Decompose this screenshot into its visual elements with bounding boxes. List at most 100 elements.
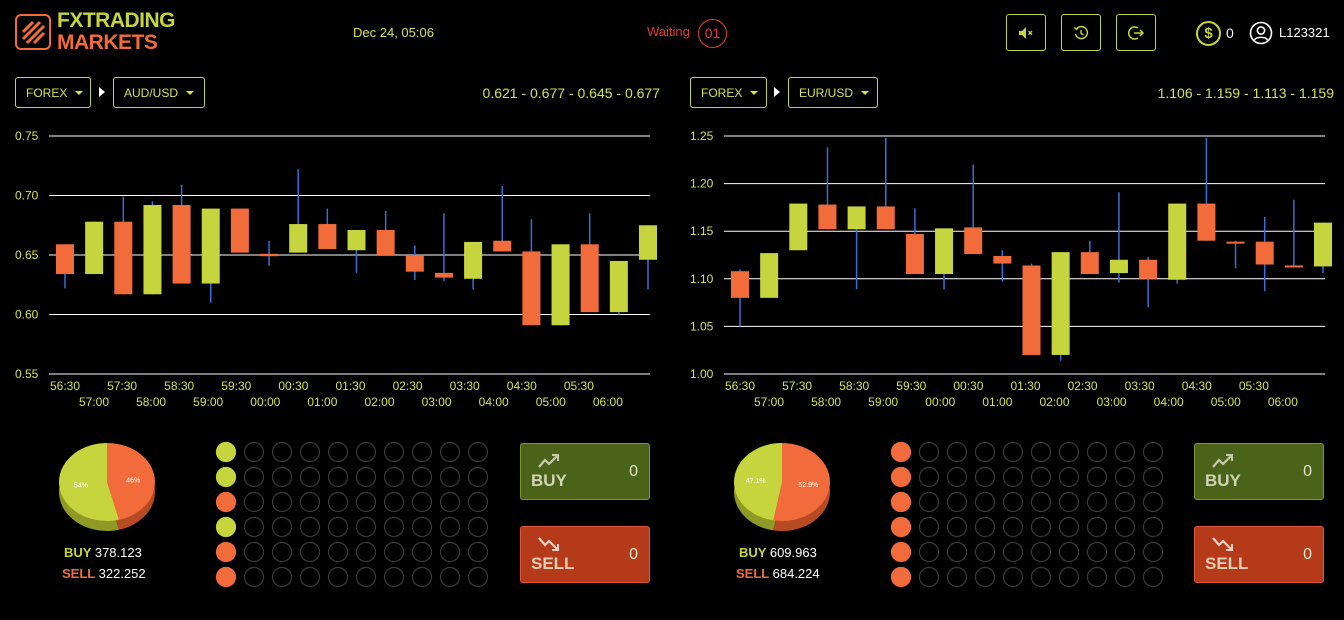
buy-button[interactable]: BUY 0	[520, 443, 650, 500]
candle-up	[935, 228, 954, 275]
x-tick-label: 59:00	[193, 395, 223, 409]
history-slot-empty	[355, 516, 377, 538]
history-button[interactable]	[1061, 14, 1101, 51]
history-slot-empty	[439, 466, 461, 488]
history-slot-empty	[383, 566, 405, 588]
user-icon[interactable]	[1249, 21, 1273, 45]
candle-down	[993, 255, 1012, 264]
candle-down	[1197, 203, 1216, 241]
candle-down	[376, 230, 395, 255]
price-range: 0.621 - 0.677 - 0.645 - 0.677	[482, 85, 660, 101]
history-slot-empty	[1002, 541, 1024, 563]
trend-up-icon	[538, 454, 559, 468]
sell-button-label: SELL	[531, 554, 575, 573]
buy-sell-pie-chart: 52.9% 47.1%	[734, 443, 830, 531]
logout-button[interactable]	[1116, 14, 1156, 51]
x-tick-label: 02:00	[1039, 395, 1069, 409]
candlestick-chart: 1.25 1.20 1.15 1.10 1.05 1.00 56:30 57:30 58:30 5…	[690, 129, 1332, 409]
history-slot-empty	[439, 491, 461, 513]
candle-down	[1284, 265, 1303, 268]
history-slot-empty	[974, 466, 996, 488]
history-slot-empty	[918, 516, 940, 538]
x-tick-label: 56:30	[725, 379, 755, 393]
candle-down	[114, 221, 133, 295]
caret-down-icon	[750, 90, 759, 95]
y-tick-label: 1.20	[690, 177, 714, 191]
buy-button-label: BUY	[531, 471, 567, 490]
candle-up	[1051, 252, 1070, 355]
pair-select[interactable]: EUR/USD	[788, 77, 878, 108]
history-slot-empty	[327, 516, 349, 538]
history-slot-empty	[1114, 541, 1136, 563]
buy-total-label: BUY	[739, 545, 767, 560]
history-slot-empty	[1142, 441, 1164, 463]
buy-count: 0	[629, 463, 638, 480]
pie-sell-percent: 52.9%	[798, 482, 818, 489]
history-slot-empty	[1086, 491, 1108, 513]
history-slot-empty	[299, 566, 321, 588]
candle-up	[1168, 203, 1187, 280]
history-slot-empty	[1058, 566, 1080, 588]
history-slot-empty	[411, 466, 433, 488]
candle-up	[289, 224, 308, 253]
mute-button[interactable]	[1006, 14, 1046, 51]
x-tick-label: 01:30	[1010, 379, 1040, 393]
history-slot-empty	[355, 541, 377, 563]
speaker-mute-icon	[1019, 26, 1033, 39]
candle-down	[1080, 252, 1099, 275]
history-slot-empty	[299, 516, 321, 538]
history-slot-empty	[1142, 466, 1164, 488]
history-slot-empty	[383, 466, 405, 488]
buy-button[interactable]: BUY 0	[1194, 443, 1324, 500]
history-slot-empty	[1114, 466, 1136, 488]
history-slot-empty	[299, 441, 321, 463]
candle-down	[1022, 265, 1041, 355]
sell-button-label: SELL	[1205, 554, 1249, 573]
history-slot-empty	[327, 541, 349, 563]
history-slot-empty	[439, 541, 461, 563]
history-slot-empty	[327, 441, 349, 463]
x-tick-label: 02:30	[1068, 379, 1098, 393]
x-tick-label: 05:30	[564, 379, 594, 393]
pair-select-value: EUR/USD	[799, 85, 854, 100]
x-tick-label: 03:30	[1125, 379, 1155, 393]
buy-total-value: 378.123	[94, 545, 142, 560]
history-slot-empty	[1030, 566, 1052, 588]
market-select[interactable]: FOREX	[15, 77, 91, 108]
x-tick-label: 04:30	[507, 379, 537, 393]
history-slot-empty	[918, 491, 940, 513]
balance-value: 0	[1226, 25, 1234, 41]
x-tick-label: 58:00	[136, 395, 166, 409]
market-select[interactable]: FOREX	[690, 77, 767, 108]
result-history-grid	[890, 441, 1164, 588]
market-select-value: FOREX	[701, 85, 743, 100]
candle-down	[318, 224, 337, 250]
x-tick-label: 56:30	[50, 379, 80, 393]
history-slot-empty	[355, 466, 377, 488]
user-id[interactable]: L123321	[1279, 25, 1330, 40]
x-tick-label: 58:30	[164, 379, 194, 393]
history-slot-empty	[383, 541, 405, 563]
history-result-down	[215, 491, 237, 513]
sell-button[interactable]: SELL 0	[1194, 526, 1324, 583]
history-slot-empty	[271, 466, 293, 488]
history-slot-empty	[1114, 441, 1136, 463]
history-slot-empty	[1058, 466, 1080, 488]
history-slot-empty	[243, 441, 265, 463]
history-slot-empty	[974, 541, 996, 563]
sell-button[interactable]: SELL 0	[520, 526, 650, 583]
caret-down-icon	[861, 90, 870, 95]
candle-down	[172, 205, 191, 284]
buy-count: 0	[1303, 463, 1312, 480]
history-slot-empty	[1002, 466, 1024, 488]
history-result-up	[215, 466, 237, 488]
x-tick-label: 06:00	[1268, 395, 1298, 409]
x-tick-label: 04:00	[1154, 395, 1184, 409]
x-tick-label: 04:30	[1182, 379, 1212, 393]
history-slot-empty	[946, 516, 968, 538]
y-tick-label: 1.25	[690, 129, 714, 143]
history-slot-empty	[974, 441, 996, 463]
x-tick-label: 05:00	[536, 395, 566, 409]
result-history-grid	[215, 441, 489, 588]
pair-select[interactable]: AUD/USD	[113, 77, 205, 108]
